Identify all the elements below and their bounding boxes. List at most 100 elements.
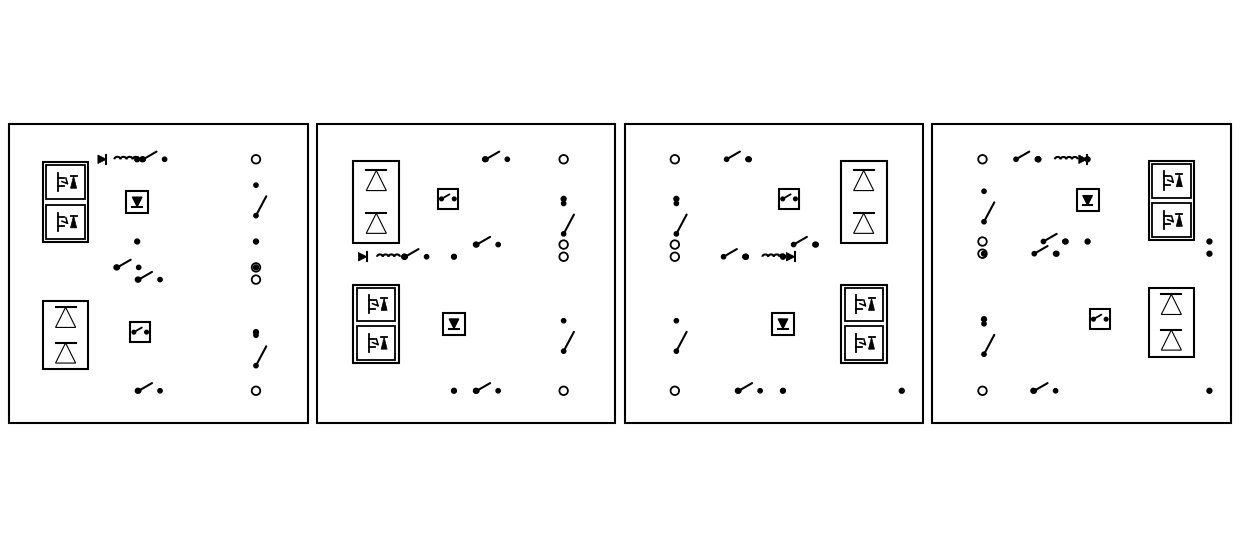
Bar xyxy=(357,288,396,321)
Text: （a）: （a） xyxy=(146,407,171,421)
Bar xyxy=(438,189,458,209)
Circle shape xyxy=(675,349,678,353)
Circle shape xyxy=(675,318,678,323)
Circle shape xyxy=(254,183,258,187)
Circle shape xyxy=(899,388,904,393)
Bar xyxy=(42,162,88,242)
Circle shape xyxy=(673,242,678,247)
Polygon shape xyxy=(1162,294,1182,315)
Text: X2: X2 xyxy=(961,238,976,248)
Circle shape xyxy=(424,254,429,259)
Circle shape xyxy=(505,157,510,161)
Bar xyxy=(844,327,883,360)
Bar xyxy=(841,285,887,363)
Bar xyxy=(841,161,887,243)
Text: 61: 61 xyxy=(124,143,135,153)
Circle shape xyxy=(562,232,565,236)
Circle shape xyxy=(451,254,456,259)
Circle shape xyxy=(136,277,141,282)
Circle shape xyxy=(136,265,141,270)
Circle shape xyxy=(1035,157,1040,162)
Circle shape xyxy=(157,277,162,282)
Text: X1: X1 xyxy=(961,375,976,385)
Text: X2: X2 xyxy=(653,144,668,154)
Circle shape xyxy=(562,349,565,353)
Text: 5: 5 xyxy=(485,374,491,383)
Text: 32: 32 xyxy=(363,241,376,251)
Circle shape xyxy=(254,213,258,218)
Circle shape xyxy=(780,388,785,393)
Polygon shape xyxy=(56,307,76,328)
Bar xyxy=(46,165,84,199)
Circle shape xyxy=(758,389,763,393)
Polygon shape xyxy=(381,298,387,310)
Circle shape xyxy=(1207,251,1211,256)
Circle shape xyxy=(145,330,149,334)
Circle shape xyxy=(135,277,140,282)
Circle shape xyxy=(982,352,986,356)
Circle shape xyxy=(402,254,407,259)
Circle shape xyxy=(722,254,725,259)
Circle shape xyxy=(743,254,748,259)
Text: （c）: （c） xyxy=(761,407,786,421)
Circle shape xyxy=(673,388,678,393)
Text: 4: 4 xyxy=(968,331,975,341)
Text: 5: 5 xyxy=(494,142,500,152)
Polygon shape xyxy=(56,343,76,363)
Polygon shape xyxy=(358,253,367,261)
Circle shape xyxy=(982,189,986,194)
Circle shape xyxy=(743,254,748,259)
Circle shape xyxy=(1035,157,1039,161)
Text: 71: 71 xyxy=(755,318,768,328)
Circle shape xyxy=(978,237,987,246)
Polygon shape xyxy=(868,337,874,349)
Text: X4: X4 xyxy=(961,226,976,236)
Circle shape xyxy=(794,197,797,201)
Circle shape xyxy=(474,242,479,247)
Circle shape xyxy=(978,249,987,258)
Polygon shape xyxy=(366,213,387,234)
Text: 5: 5 xyxy=(746,374,753,383)
Circle shape xyxy=(562,201,565,206)
Circle shape xyxy=(1207,239,1211,244)
Circle shape xyxy=(1054,389,1058,393)
Text: X3: X3 xyxy=(653,241,668,251)
Text: 5: 5 xyxy=(1042,236,1048,247)
Text: 61: 61 xyxy=(753,241,765,251)
Polygon shape xyxy=(71,216,77,228)
Circle shape xyxy=(1091,317,1095,321)
Circle shape xyxy=(1042,240,1045,243)
Text: 5: 5 xyxy=(801,228,807,237)
Circle shape xyxy=(562,157,567,162)
Circle shape xyxy=(671,240,680,249)
Text: 3: 3 xyxy=(769,193,775,203)
Polygon shape xyxy=(1079,155,1087,164)
Text: X2: X2 xyxy=(548,229,563,239)
Text: X4: X4 xyxy=(653,375,668,385)
Bar xyxy=(1148,288,1194,357)
Polygon shape xyxy=(71,176,77,188)
Circle shape xyxy=(559,240,568,249)
Circle shape xyxy=(982,239,987,244)
Circle shape xyxy=(671,387,680,395)
Text: 4: 4 xyxy=(968,199,975,208)
Circle shape xyxy=(474,388,479,393)
Polygon shape xyxy=(1177,174,1183,187)
Text: 3: 3 xyxy=(155,327,161,336)
Circle shape xyxy=(673,196,678,201)
Circle shape xyxy=(745,157,750,161)
Circle shape xyxy=(781,197,785,201)
Bar xyxy=(42,301,88,369)
Polygon shape xyxy=(777,319,787,329)
Circle shape xyxy=(1032,389,1037,393)
Circle shape xyxy=(135,157,140,162)
Circle shape xyxy=(735,388,740,393)
Circle shape xyxy=(114,265,119,270)
Polygon shape xyxy=(381,337,387,349)
Text: 4: 4 xyxy=(661,211,667,220)
Circle shape xyxy=(136,389,141,393)
Circle shape xyxy=(982,317,987,322)
Bar xyxy=(357,327,396,360)
Text: 1: 1 xyxy=(16,268,24,278)
Text: 4: 4 xyxy=(661,328,667,338)
